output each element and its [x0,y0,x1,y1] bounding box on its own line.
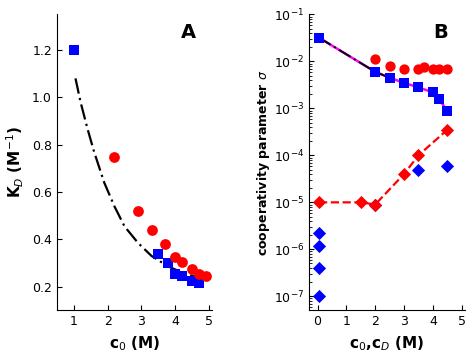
Point [415,152,422,158]
Point [202,273,210,279]
Point [429,90,437,95]
Point [400,80,408,86]
Point [386,63,393,69]
Point [155,251,162,257]
Point [386,75,393,81]
Point [178,273,186,279]
X-axis label: c$_0$,c$_D$ (M): c$_0$,c$_D$ (M) [349,334,424,353]
Point [315,35,323,40]
Point [415,84,422,90]
Point [315,293,323,299]
Point [315,200,323,205]
Point [435,96,442,102]
Point [188,278,196,284]
Text: A: A [182,23,197,42]
Point [172,254,179,260]
Point [315,265,323,271]
Point [420,64,428,70]
Point [134,208,142,214]
Point [415,66,422,71]
Point [315,243,323,248]
Point [195,271,203,277]
Point [435,66,442,71]
Point [415,167,422,173]
Y-axis label: K$_D$ (M$^{-1}$): K$_D$ (M$^{-1}$) [5,126,27,199]
Point [400,66,408,71]
Point [400,171,408,177]
Point [195,280,203,286]
Point [315,230,323,236]
Point [444,163,451,169]
Point [444,66,451,71]
Point [372,202,379,208]
Point [372,202,379,208]
Point [148,227,155,233]
Point [444,108,451,113]
X-axis label: c$_0$ (M): c$_0$ (M) [109,334,160,353]
Point [372,69,379,75]
Point [110,154,118,160]
Point [357,200,365,205]
Point [164,260,172,266]
Point [372,57,379,62]
Text: B: B [433,23,448,42]
Y-axis label: cooperativity parameter $\sigma$: cooperativity parameter $\sigma$ [255,69,273,256]
Point [70,47,78,53]
Point [178,259,186,265]
Point [161,241,169,247]
Point [188,266,196,272]
Point [444,127,451,133]
Point [429,66,437,71]
Point [172,271,179,277]
